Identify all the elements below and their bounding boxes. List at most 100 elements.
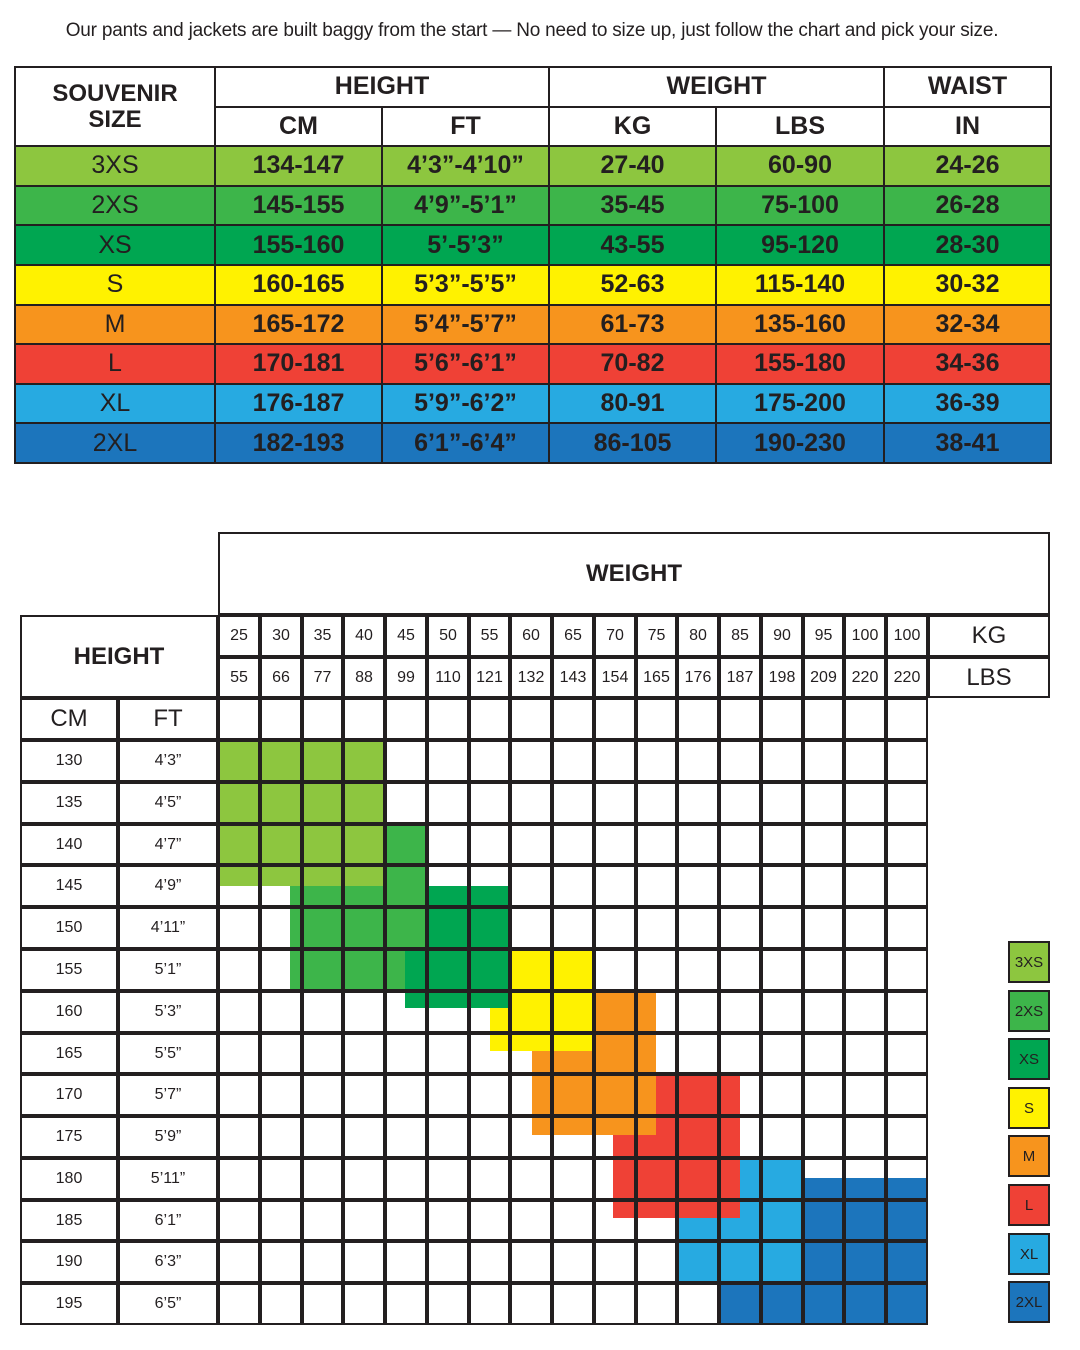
cm-value: 190 <box>20 1241 118 1283</box>
grid-cell <box>594 740 636 782</box>
grid-cell <box>218 782 260 824</box>
cm-value: 155 <box>20 949 118 991</box>
grid-cell <box>844 907 886 949</box>
grid-cell <box>761 698 803 740</box>
grid-cell <box>218 1033 260 1074</box>
grid-cell <box>761 1241 803 1283</box>
size-row: L 170-181 5’6”-6’1” 70-82 155-180 34-36 <box>14 343 1053 385</box>
legend-m: M <box>1008 1135 1050 1177</box>
grid-cell <box>427 1033 469 1074</box>
grid-cell <box>260 1116 302 1158</box>
grid-cell <box>719 991 761 1033</box>
size-cell-size: XL <box>14 382 216 425</box>
size-cell-kg: 43-55 <box>548 224 718 266</box>
grid-cell <box>510 1200 552 1241</box>
grid-cell <box>427 991 469 1033</box>
grid-cell <box>469 865 510 907</box>
grid-cell <box>552 1283 594 1325</box>
grid-cell <box>677 698 719 740</box>
grid-cell <box>218 907 260 949</box>
grid-cell <box>385 1158 427 1200</box>
grid-cell <box>636 1241 677 1283</box>
cm-value: 135 <box>20 782 118 824</box>
grid-cell <box>302 1033 343 1074</box>
grid-cell <box>886 949 928 991</box>
size-region-2xl <box>803 1178 928 1325</box>
grid-cell <box>803 698 844 740</box>
lbs-value: 88 <box>343 657 385 698</box>
size-cell-cm: 165-172 <box>214 303 383 346</box>
kg-value: 100 <box>844 615 886 657</box>
grid-cell <box>302 949 343 991</box>
legend-s: S <box>1008 1087 1050 1129</box>
page-title: Our pants and jackets are built baggy fr… <box>65 20 999 41</box>
kg-value: 40 <box>343 615 385 657</box>
kg-value: 45 <box>385 615 427 657</box>
grid-cell <box>844 865 886 907</box>
size-cell-lbs: 60-90 <box>715 145 886 187</box>
ft-value: 4’9” <box>118 865 218 907</box>
grid-cell <box>260 1241 302 1283</box>
grid-cell <box>552 1033 594 1074</box>
grid-cell <box>761 907 803 949</box>
grid-cell <box>719 1200 761 1241</box>
grid-cell <box>260 782 302 824</box>
lbs-value: 77 <box>302 657 343 698</box>
kg-value: 75 <box>636 615 677 657</box>
grid-cell <box>761 1116 803 1158</box>
grid-cell <box>636 740 677 782</box>
grid-cell <box>302 1241 343 1283</box>
lbs-value: 187 <box>719 657 761 698</box>
grid-cell <box>552 1116 594 1158</box>
grid-cell <box>469 1116 510 1158</box>
grid-cell <box>510 824 552 865</box>
grid-cell <box>594 907 636 949</box>
weight-header: WEIGHT <box>548 66 886 108</box>
size-cell-size: XS <box>14 224 216 266</box>
size-cell-ft: 5’6”-6’1” <box>380 343 551 385</box>
lbs-label: LBS <box>928 657 1050 698</box>
lbs-value: 220 <box>886 657 928 698</box>
size-table: SOUVENIR SIZE HEIGHT WEIGHT WAIST CM FT … <box>14 65 1053 464</box>
size-cell-in: 28-30 <box>883 224 1053 266</box>
lbs-value: 121 <box>469 657 510 698</box>
grid-cell <box>636 824 677 865</box>
size-cell-in: 38-41 <box>883 422 1053 464</box>
size-cell-kg: 70-82 <box>548 343 718 385</box>
cm-value: 150 <box>20 907 118 949</box>
grid-cell <box>719 1074 761 1116</box>
grid-cell <box>260 1283 302 1325</box>
grid-cell <box>510 740 552 782</box>
grid-cell <box>260 698 302 740</box>
grid-cell <box>677 1116 719 1158</box>
grid-cell <box>302 1283 343 1325</box>
grid-cell <box>510 1116 552 1158</box>
grid-cell <box>343 1116 385 1158</box>
ft-header: FT <box>118 698 218 740</box>
grid-cell <box>260 907 302 949</box>
ft-value: 6’1” <box>118 1200 218 1241</box>
lbs-value: 198 <box>761 657 803 698</box>
size-region-xl <box>678 1218 740 1282</box>
grid-cell <box>761 824 803 865</box>
grid-cell <box>886 1241 928 1283</box>
kg-label: KG <box>928 615 1050 657</box>
size-cell-size: 2XS <box>14 184 216 227</box>
grid-cell <box>343 824 385 865</box>
grid-cell <box>218 698 260 740</box>
lbs-value: 143 <box>552 657 594 698</box>
grid-cell <box>636 1200 677 1241</box>
grid-cell <box>886 1074 928 1116</box>
grid-cell <box>302 1158 343 1200</box>
kg-value: 50 <box>427 615 469 657</box>
grid-cell <box>469 1283 510 1325</box>
size-region-l <box>656 1073 740 1218</box>
cm-value: 145 <box>20 865 118 907</box>
ft-header: FT <box>380 105 551 148</box>
ft-value: 5’11” <box>118 1158 218 1200</box>
grid-cell <box>260 991 302 1033</box>
grid-cell <box>886 698 928 740</box>
grid-cell <box>719 1116 761 1158</box>
grid-cell <box>302 1116 343 1158</box>
ft-value: 5’3” <box>118 991 218 1033</box>
